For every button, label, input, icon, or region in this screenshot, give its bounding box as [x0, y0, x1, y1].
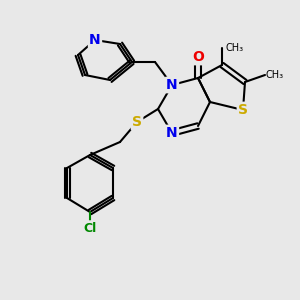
Text: N: N	[166, 126, 178, 140]
Text: S: S	[132, 115, 142, 129]
Text: S: S	[238, 103, 248, 117]
Text: CH₃: CH₃	[225, 43, 243, 53]
Text: O: O	[192, 50, 204, 64]
Text: N: N	[89, 33, 101, 47]
Text: CH₃: CH₃	[265, 70, 283, 80]
Text: Cl: Cl	[83, 221, 97, 235]
Text: N: N	[166, 78, 178, 92]
